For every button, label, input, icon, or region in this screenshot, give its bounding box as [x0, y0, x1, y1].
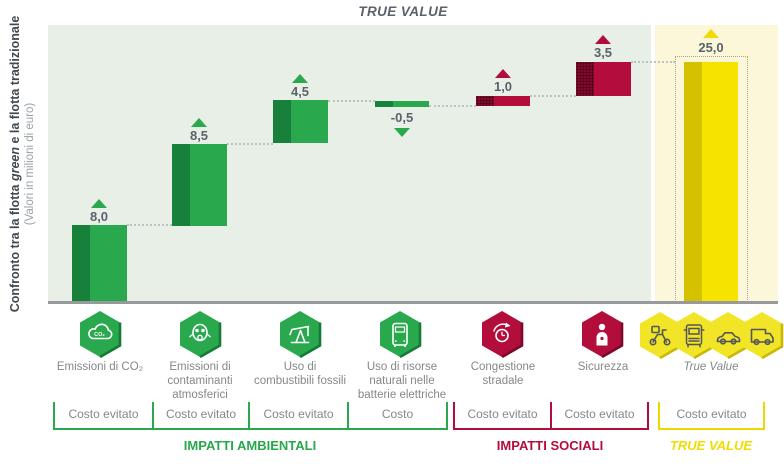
- x-axis-baseline: [48, 301, 778, 304]
- chart-title: TRUE VALUE: [358, 4, 448, 19]
- category-label-true-value: True Value: [683, 361, 739, 373]
- gas-mask-icon: [178, 310, 222, 359]
- cost-cell: Costo evitato: [53, 402, 152, 428]
- value-label: 4,5: [290, 84, 310, 99]
- connector-line: [227, 143, 273, 145]
- electric-bus-icon: [378, 310, 422, 359]
- value-label: 8,0: [89, 209, 109, 224]
- category-label-sicurezza: Sicurezza: [577, 361, 629, 373]
- delta-up-arrow-icon: [191, 118, 207, 127]
- connector-line: [429, 105, 476, 107]
- bar-shade: [172, 144, 191, 226]
- svg-text:CO₂: CO₂: [94, 332, 105, 338]
- traffic-congestion-icon: [480, 310, 524, 359]
- value-label: 3,5: [593, 45, 613, 60]
- cost-cell: Costo evitato: [248, 402, 347, 428]
- plot-area: [48, 25, 651, 302]
- cost-cell: Costo evitato: [152, 402, 248, 428]
- category-label-contaminanti: Emissioni di contaminanti atmosferici: [167, 361, 233, 401]
- co2-cloud-icon: CO₂: [78, 310, 122, 359]
- bar-combustibili-fossili: [273, 100, 328, 143]
- bar-shade: [375, 101, 393, 107]
- group-label-impatti-ambientali: IMPATTI AMBIENTALI: [183, 438, 317, 453]
- value-label: 1,0: [493, 79, 513, 94]
- bar-shade: [576, 62, 595, 96]
- cost-row-sociali: Costo evitato Costo evitato: [453, 402, 649, 430]
- delta-up-arrow-icon: [91, 199, 107, 208]
- value-label: 25,0: [698, 40, 724, 55]
- bar-sicurezza: [576, 62, 631, 96]
- bar-emissioni-co2: [72, 225, 127, 302]
- delta-up-arrow-icon: [595, 35, 611, 44]
- category-label-combustibili: Uso di combustibili fossili: [253, 361, 347, 387]
- delta-up-arrow-icon: [703, 29, 719, 38]
- bar-shade: [72, 225, 91, 302]
- bar-contaminanti-atmosferici: [172, 144, 227, 226]
- delta-up-arrow-icon: [495, 69, 511, 78]
- bar-shade: [273, 100, 292, 143]
- category-label-congestione: Congestione stradale: [470, 361, 536, 387]
- safety-person-icon: [580, 310, 624, 359]
- bar-risorse-naturali-batterie: [375, 101, 429, 107]
- category-label-emissioni-co2: Emissioni di CO₂: [56, 361, 144, 373]
- bar-shade: [476, 96, 494, 106]
- cost-cell: Costo evitato: [550, 402, 647, 428]
- connector-line: [127, 224, 172, 226]
- value-label: 8,5: [189, 128, 209, 143]
- oil-pump-icon: [278, 310, 322, 359]
- connector-line: [328, 100, 375, 102]
- y-axis-title: Confronto tra la flotta green e la flott…: [7, 15, 22, 313]
- connector-line: [631, 61, 675, 63]
- cost-row-true-value: Costo evitato: [658, 402, 765, 430]
- delta-down-arrow-icon: [394, 128, 410, 137]
- cost-row-ambientali: Costo evitato Costo evitato Costo evitat…: [53, 402, 448, 430]
- group-label-true-value: TRUE VALUE: [669, 438, 753, 453]
- y-axis-label: Confronto tra la flotta green e la flott…: [0, 14, 44, 314]
- van-icon: [740, 311, 784, 360]
- bar-true-value: [684, 62, 738, 302]
- cost-cell: Costo: [347, 402, 446, 428]
- delta-up-arrow-icon: [292, 74, 308, 83]
- group-label-impatti-sociali: IMPATTI SOCIALI: [496, 438, 604, 453]
- cost-cell: Costo evitato: [453, 402, 550, 428]
- value-label: -0,5: [390, 110, 414, 125]
- connector-line: [530, 95, 576, 97]
- y-axis-subtitle: (Valori in milioni di euro): [23, 102, 36, 226]
- category-label-risorse-naturali: Uso di risorse naturali nelle batterie e…: [357, 361, 447, 401]
- bar-congestione-stradale: [476, 96, 530, 106]
- cost-cell: Costo evitato: [658, 402, 763, 428]
- bar-shade: [684, 62, 702, 302]
